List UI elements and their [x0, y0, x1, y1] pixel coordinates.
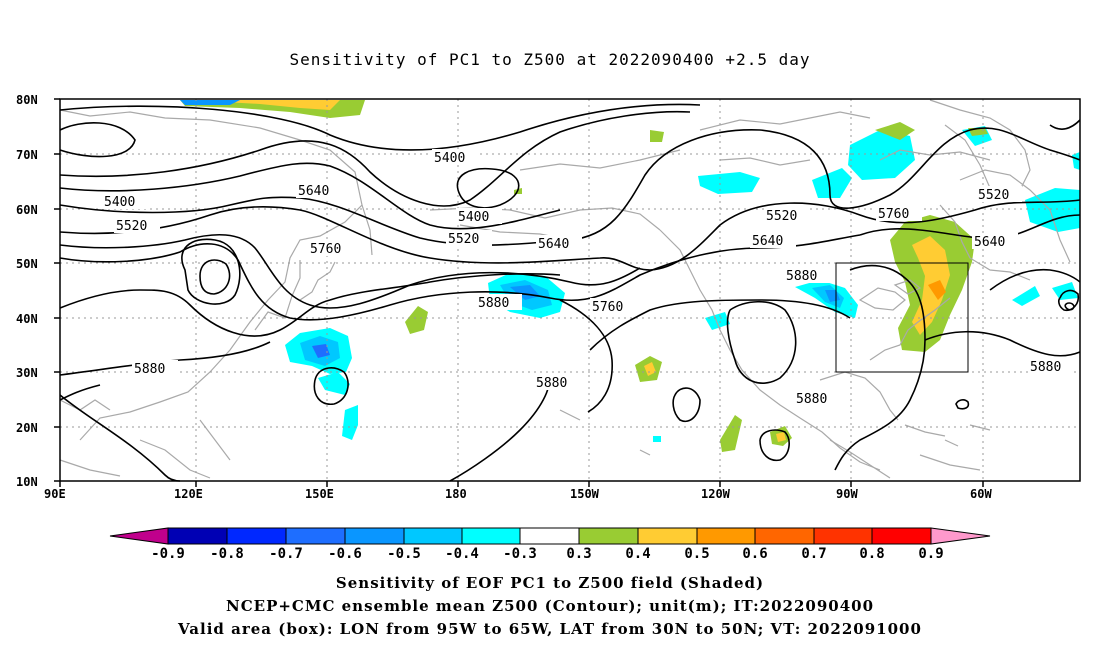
colorbar-label: -0.4 — [445, 546, 479, 562]
colorbar-segment — [696, 527, 756, 545]
lat-label: 20N — [16, 421, 38, 435]
colorbar-label: 0.7 — [801, 546, 826, 562]
map-frame — [59, 98, 1081, 482]
colorbar-label: -0.9 — [151, 546, 185, 562]
colorbar-label: -0.5 — [387, 546, 421, 562]
colorbar-label: -0.6 — [328, 546, 362, 562]
colorbar-end-left — [109, 527, 169, 545]
lon-label: 150E — [305, 487, 334, 501]
coastlines — [59, 99, 1071, 479]
colorbar-label: -0.7 — [269, 546, 303, 562]
colorbar-label: 0.9 — [918, 546, 943, 562]
colorbar-segment — [344, 527, 405, 545]
colorbar — [109, 527, 991, 545]
contour-labels: 5400 5400 5520 5640 5400 5520 5640 5520 … — [102, 149, 1074, 407]
contour-label: 5880 — [478, 296, 509, 311]
colorbar-segment — [226, 527, 287, 545]
colorbar-segment — [871, 527, 932, 545]
colorbar-label: 0.5 — [684, 546, 709, 562]
contour-label: 5760 — [310, 242, 341, 257]
colorbar-label: 0.6 — [742, 546, 767, 562]
contour-label: 5520 — [978, 188, 1009, 203]
colorbar-label: 0.4 — [625, 546, 650, 562]
colorbar-segment — [637, 527, 698, 545]
lon-label: 90E — [44, 487, 66, 501]
colorbar-segment — [167, 527, 228, 545]
colorbar-label: -0.3 — [503, 546, 537, 562]
colorbar-segment — [578, 527, 639, 545]
lat-label: 50N — [16, 257, 38, 271]
contour-label: 5640 — [538, 237, 569, 252]
lon-label: 90W — [836, 487, 858, 501]
lon-label: 150W — [570, 487, 600, 501]
contour-label: 5400 — [104, 195, 135, 210]
colorbar-label: 0.3 — [566, 546, 591, 562]
colorbar-end-right — [930, 527, 991, 545]
lat-label: 30N — [16, 366, 38, 380]
longitude-labels: 90E 120E 150E 180 150W 120W 90W 60W — [44, 487, 992, 501]
contour-label: 5520 — [448, 232, 479, 247]
lat-label: 70N — [16, 148, 38, 162]
valid-area-box — [835, 262, 969, 373]
contour-label: 5760 — [592, 300, 623, 315]
contour-label: 5880 — [796, 392, 827, 407]
colorbar-labels: -0.9 -0.8 -0.7 -0.6 -0.5 -0.4 -0.3 0.3 0… — [151, 546, 944, 562]
contour-label: 5880 — [134, 362, 165, 377]
caption-line-1: Sensitivity of EOF PC1 to Z500 field (Sh… — [335, 574, 765, 592]
contour-label: 5760 — [878, 207, 909, 222]
contour-label: 5880 — [1030, 360, 1061, 375]
colorbar-segment — [813, 527, 873, 545]
colorbar-label: -0.8 — [210, 546, 244, 562]
lat-label: 10N — [16, 475, 38, 489]
contour-label: 5520 — [116, 219, 147, 234]
contour-label: 5640 — [752, 234, 783, 249]
lat-label: 80N — [16, 93, 38, 107]
contour-label: 5400 — [434, 151, 465, 166]
lat-label: 60N — [16, 203, 38, 217]
lon-label: 60W — [970, 487, 992, 501]
contour-label: 5640 — [298, 184, 329, 199]
latitude-labels: 80N 70N 60N 50N 40N 30N 20N 10N — [16, 93, 38, 489]
colorbar-segment — [285, 527, 346, 545]
caption-line-2: NCEP+CMC ensemble mean Z500 (Contour); u… — [226, 597, 874, 615]
sensitivity-shading — [180, 100, 1080, 452]
colorbar-label: 0.8 — [859, 546, 884, 562]
lon-label: 120E — [174, 487, 203, 501]
colorbar-segment — [461, 527, 521, 545]
page-title: Sensitivity of PC1 to Z500 at 2022090400… — [289, 50, 811, 69]
contour-label: 5880 — [536, 376, 567, 391]
lon-label: 120W — [701, 487, 731, 501]
contour-label: 5640 — [974, 235, 1005, 250]
lon-label: 180 — [445, 487, 467, 501]
colorbar-segment — [403, 527, 463, 545]
contour-label: 5400 — [458, 210, 489, 225]
axis-ticks — [54, 98, 984, 487]
contour-label: 5520 — [766, 209, 797, 224]
contour-label: 5880 — [786, 269, 817, 284]
colorbar-segment — [519, 527, 580, 545]
caption-line-3: Valid area (box): LON from 95W to 65W, L… — [178, 620, 922, 638]
colorbar-segment — [754, 527, 815, 545]
lat-label: 40N — [16, 312, 38, 326]
